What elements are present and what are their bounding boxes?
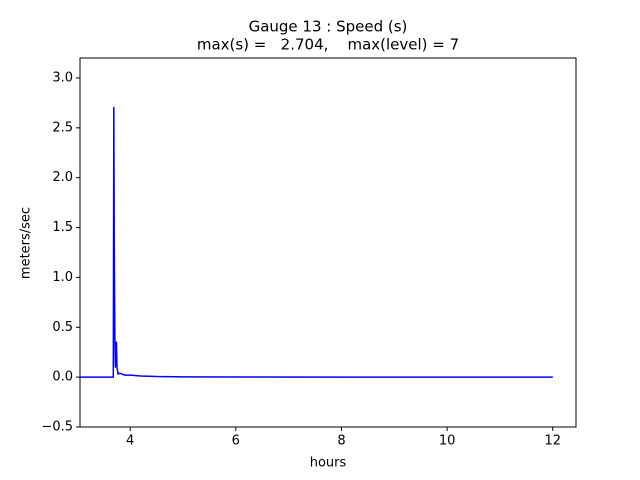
chart-title: Gauge 13 : Speed (s) [249, 18, 408, 36]
y-tick-label: −0.5 [41, 420, 73, 435]
y-tick-label: 3.0 [52, 70, 73, 85]
x-tick-label: 12 [544, 434, 561, 449]
y-tick-label: 0.5 [52, 320, 73, 335]
x-tick-label: 4 [126, 434, 134, 449]
y-tick-label: 2.5 [52, 120, 73, 135]
x-axis-label: hours [310, 456, 347, 471]
chart-subtitle: max(s) = 2.704, max(level) = 7 [197, 36, 459, 54]
y-axis-label: meters/sec [19, 207, 34, 279]
y-tick-label: 1.5 [52, 220, 73, 235]
y-tick-label: 1.0 [52, 270, 73, 285]
plot-frame [79, 57, 577, 428]
y-tick-label: 0.0 [52, 370, 73, 385]
x-tick-label: 6 [232, 434, 240, 449]
x-tick-label: 10 [439, 434, 456, 449]
x-tick-label: 8 [337, 434, 345, 449]
data-line [80, 106, 553, 378]
y-tick-label: 2.0 [52, 170, 73, 185]
